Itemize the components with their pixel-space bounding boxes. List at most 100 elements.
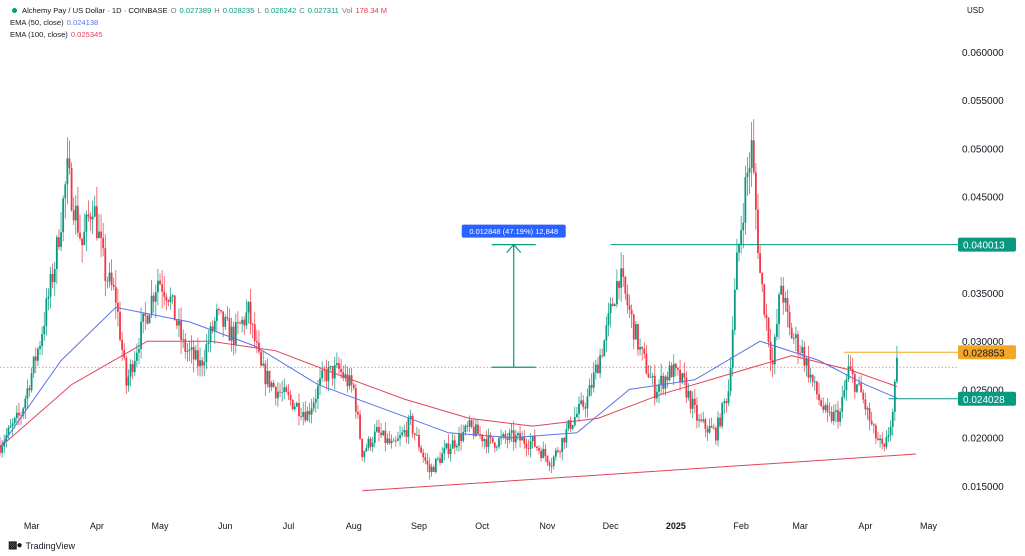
candle-body — [167, 300, 170, 302]
candle-body — [605, 325, 608, 341]
candle-body — [828, 411, 831, 413]
candle-body — [510, 430, 513, 433]
candle-body — [409, 415, 412, 419]
candle-body — [717, 417, 719, 441]
candle-body — [736, 252, 738, 290]
symbol-row[interactable]: Alchemy Pay / US Dollar · 1D · COINBASE … — [10, 5, 387, 17]
candle-body — [544, 448, 547, 457]
candle-body — [765, 314, 768, 318]
resistance-level-label: 0.040013 — [963, 241, 1005, 252]
ema100-legend[interactable]: EMA (100, close) 0.025345 — [10, 29, 387, 41]
candle-body — [203, 362, 206, 366]
candle-body — [384, 430, 387, 443]
candle-body — [79, 232, 81, 239]
ema50-legend[interactable]: EMA (50, close) 0.024138 — [10, 17, 387, 29]
candle-body — [816, 381, 818, 395]
candle-body — [154, 292, 157, 302]
candle-body — [620, 268, 623, 288]
candle-body — [439, 458, 441, 463]
candle-body — [304, 412, 307, 421]
candle-body — [182, 339, 185, 340]
candle-body — [687, 391, 690, 398]
candle-body — [874, 425, 877, 439]
candle-body — [407, 418, 410, 437]
candle-body — [500, 436, 503, 439]
candle-body — [780, 285, 783, 295]
symbol-name[interactable]: Alchemy Pay / US Dollar · 1D · COINBASE — [22, 6, 168, 15]
candle-body — [85, 214, 88, 232]
candle-body — [759, 252, 761, 273]
candle-body — [805, 358, 808, 366]
candle-body — [451, 440, 454, 449]
candle-body — [190, 347, 193, 350]
candle-body — [769, 341, 772, 360]
ema100-label: EMA (100, close) — [10, 30, 68, 39]
candle-body — [89, 216, 92, 220]
candle-body — [241, 319, 244, 324]
candle-body — [790, 327, 793, 339]
candle-body — [708, 425, 711, 433]
candle-body — [32, 356, 35, 374]
y-tick-label: 0.060000 — [962, 48, 1004, 59]
x-tick-label: Mar — [792, 521, 808, 531]
candle-body — [373, 431, 376, 443]
current-price-label-bg — [958, 345, 1016, 360]
candle-body — [150, 295, 153, 316]
tradingview-logo[interactable]: ▩● TradingView — [8, 540, 75, 551]
candle-body — [752, 140, 755, 173]
currency-label[interactable]: USD — [967, 6, 984, 15]
candle-body — [165, 296, 168, 301]
candle-body — [677, 368, 679, 370]
candle-body — [268, 370, 271, 388]
candle-body — [797, 334, 799, 353]
candle-body — [801, 346, 804, 353]
low-label: L — [257, 6, 262, 15]
candle-body — [679, 369, 681, 383]
candle-body — [253, 324, 256, 342]
measure-arrow-head — [506, 243, 522, 254]
candle-body — [338, 363, 340, 369]
candle-body — [778, 294, 780, 325]
candle-body — [348, 375, 351, 387]
candle-body — [567, 420, 570, 429]
candle-body — [523, 437, 526, 444]
candle-body — [397, 438, 399, 441]
candle-body — [481, 434, 484, 442]
candle-body — [333, 365, 336, 379]
candle-body — [30, 373, 33, 391]
candle-body — [632, 314, 635, 340]
candle-body — [645, 353, 648, 374]
candle-body — [702, 419, 705, 422]
candle-body — [110, 272, 113, 285]
candle-body — [424, 457, 427, 461]
candle-body — [243, 319, 246, 326]
candle-body — [491, 437, 494, 443]
candle-body — [445, 443, 448, 449]
candle-body — [536, 446, 538, 449]
candle-body — [721, 403, 724, 427]
candle-body — [289, 394, 292, 400]
candle-body — [237, 322, 239, 323]
candle-body — [651, 375, 654, 378]
candle-body — [112, 284, 115, 287]
candle-body — [218, 309, 220, 311]
candle-body — [662, 375, 665, 389]
candle-body — [142, 313, 145, 322]
candle-body — [87, 214, 90, 217]
candle-body — [258, 342, 260, 352]
candle-body — [106, 280, 109, 282]
candle-body — [561, 437, 564, 452]
candle-body — [152, 295, 155, 302]
candle-body — [479, 434, 481, 435]
candle-body — [121, 339, 124, 350]
candle-body — [232, 326, 235, 346]
candle-body — [771, 359, 774, 365]
candle-body — [317, 385, 319, 399]
candle-body — [53, 269, 56, 283]
candle-body — [860, 383, 863, 393]
y-tick-label: 0.025000 — [962, 385, 1004, 396]
candle-body — [664, 376, 667, 389]
candle-body — [157, 280, 159, 293]
candle-body — [660, 375, 663, 385]
